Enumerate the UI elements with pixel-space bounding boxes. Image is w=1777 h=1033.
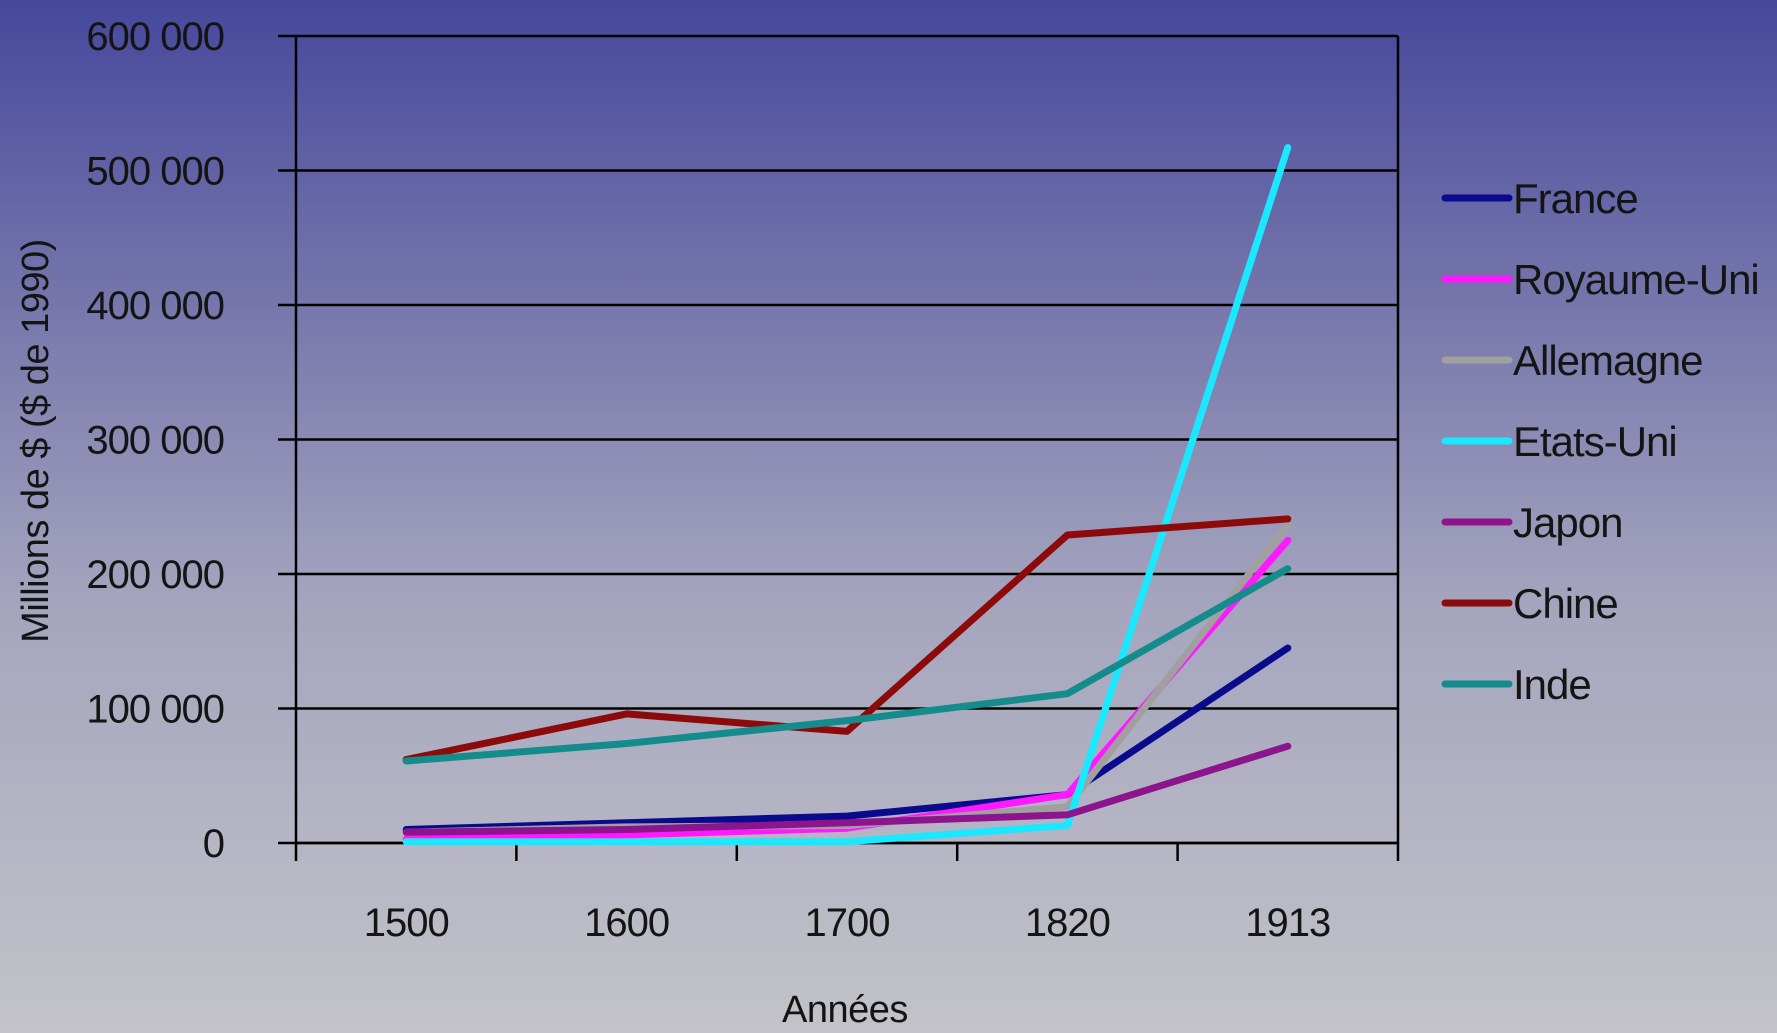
y-tick-label: 200 000 <box>86 553 224 597</box>
legend-item-royaume-uni: Royaume-Uni <box>1441 256 1760 303</box>
y-tick-label: 0 <box>203 822 224 866</box>
legend: France Royaume-Uni Allemagne Etats-Uni Japon… <box>1441 175 1760 708</box>
x-tick-label: 1600 <box>584 901 669 945</box>
legend-item-france: France <box>1441 175 1639 222</box>
x-tick-label: 1913 <box>1245 901 1330 945</box>
y-tick-label: 400 000 <box>86 284 224 328</box>
legend-label: Chine <box>1513 580 1618 627</box>
legend-label: Royaume-Uni <box>1513 256 1759 303</box>
y-tick-label: 300 000 <box>86 419 224 463</box>
legend-item-allemagne: Allemagne <box>1441 337 1703 384</box>
series-lines <box>402 144 1292 846</box>
legend-item-etats-uni: Etats-Uni <box>1441 418 1678 465</box>
gridlines <box>296 34 1398 845</box>
series-line-etats-uni <box>402 144 1292 846</box>
y-tick-label: 500 000 <box>86 150 224 194</box>
axes <box>278 34 1400 861</box>
legend-label: Japon <box>1513 499 1622 546</box>
x-tick-label: 1820 <box>1025 901 1110 945</box>
x-tick-label: 1500 <box>364 901 449 945</box>
series-line-france <box>402 644 1292 833</box>
legend-label: France <box>1513 175 1638 222</box>
y-tick-label: 100 000 <box>86 688 224 732</box>
legend-label: Allemagne <box>1513 337 1702 384</box>
y-tick-label: 600 000 <box>86 15 224 59</box>
legend-label: Etats-Uni <box>1513 418 1677 465</box>
y-tick-labels: 0 100 000 200 000 300 000 400 000 500 000 600 … <box>86 15 225 866</box>
series-line-chine <box>402 515 1292 764</box>
legend-item-inde: Inde <box>1441 661 1592 708</box>
x-axis-title: Années <box>782 989 908 1031</box>
legend-item-chine: Chine <box>1441 580 1619 627</box>
y-axis-title: Millions de $ ($ de 1990) <box>15 239 57 643</box>
series-line-inde <box>402 565 1292 765</box>
series-line-japon <box>402 742 1292 836</box>
legend-label: Inde <box>1513 661 1591 708</box>
x-tick-label: 1700 <box>805 901 890 945</box>
x-tick-labels: 1500 1600 1700 1820 1913 <box>364 901 1332 945</box>
legend-item-japon: Japon <box>1441 499 1623 546</box>
